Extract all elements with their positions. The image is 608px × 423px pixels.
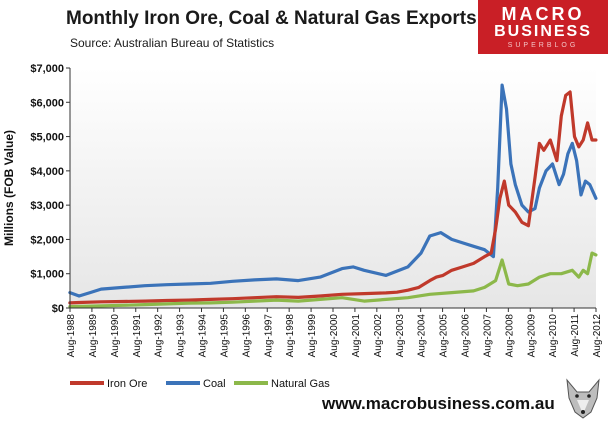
chart-source: Source: Australian Bureau of Statistics [70, 36, 275, 50]
x-tick-label: Aug-2006 [461, 314, 472, 358]
logo-line-2: BUSINESS [494, 23, 592, 40]
x-tick-label: Aug-1994 [198, 314, 209, 358]
y-axis-label: Millions (FOB Value) [2, 130, 16, 246]
x-tick-label: Aug-1989 [88, 314, 99, 358]
x-tick-label: Aug-2008 [504, 314, 515, 358]
series-line-iron-ore [68, 90, 598, 305]
x-tick-label: Aug-2010 [548, 314, 559, 358]
y-tick-label: $6,000 [30, 97, 64, 109]
x-tick-label: Aug-1988 [66, 314, 77, 358]
logo-line-1: MACRO [501, 4, 585, 24]
macrobusiness-logo: MACRO BUSINESS SUPERBLOG [478, 0, 608, 54]
x-axis-ticks: Aug-1988 Aug-1989 Aug-1990 Aug-1991 Aug-1992… [66, 308, 603, 357]
y-axis-ticks: $0 $1,000 $2,000 $3,000 $4,000 $5,000 $6,000 $7… [30, 63, 70, 315]
x-tick-label: Aug-1990 [110, 314, 121, 358]
y-tick-label: $2,000 [30, 234, 64, 246]
x-tick-label: Aug-2005 [439, 314, 450, 358]
series-layer [68, 83, 598, 309]
x-tick-label: Aug-2002 [373, 314, 384, 358]
x-tick-label: Aug-1999 [307, 314, 318, 358]
y-tick-label: $1,000 [30, 269, 64, 281]
logo-line-3: SUPERBLOG [507, 42, 579, 49]
y-tick-label: $7,000 [30, 63, 64, 75]
x-tick-label: Aug-1998 [285, 314, 296, 358]
x-tick-label: Aug-1993 [176, 314, 187, 358]
x-tick-label: Aug-2004 [417, 314, 428, 358]
legend-label: Coal [203, 378, 226, 390]
y-tick-label: $0 [52, 303, 64, 315]
x-tick-label: Aug-2012 [592, 314, 603, 358]
series-line-coal [68, 83, 598, 298]
legend: Iron Ore Coal Natural Gas [70, 378, 330, 390]
series-line-natural-gas [68, 251, 598, 309]
x-tick-label: Aug-2007 [482, 314, 493, 358]
x-tick-label: Aug-1995 [219, 314, 230, 358]
x-tick-label: Aug-2009 [526, 314, 537, 358]
x-tick-label: Aug-2001 [351, 314, 362, 358]
x-tick-label: Aug-1991 [132, 314, 143, 358]
x-tick-label: Aug-1997 [263, 314, 274, 358]
y-tick-label: $5,000 [30, 132, 64, 144]
x-tick-label: Aug-2003 [395, 314, 406, 358]
y-tick-label: $3,000 [30, 200, 64, 212]
chart-title: Monthly Iron Ore, Coal & Natural Gas Exp… [66, 8, 477, 29]
legend-label: Natural Gas [271, 378, 330, 390]
x-tick-label: Aug-1992 [154, 314, 165, 358]
y-tick-label: $4,000 [30, 166, 64, 178]
x-tick-label: Aug-2011 [570, 314, 581, 357]
website-url: www.macrobusiness.com.au [322, 394, 555, 413]
plot-area [70, 68, 596, 308]
legend-label: Iron Ore [107, 378, 147, 390]
x-tick-label: Aug-1996 [241, 314, 252, 358]
x-tick-label: Aug-2000 [329, 314, 340, 358]
fox-mascot-icon [566, 378, 600, 419]
